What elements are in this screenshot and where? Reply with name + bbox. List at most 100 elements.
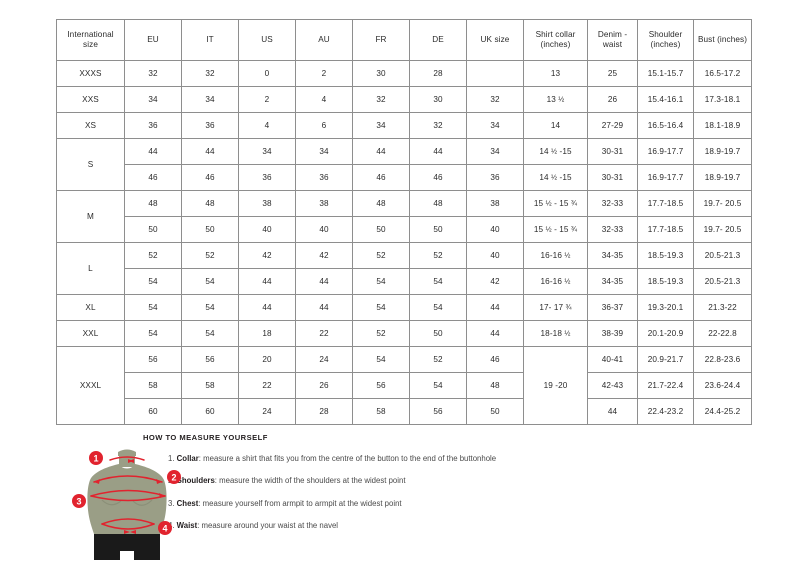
cell-uk-size: 44 [466, 320, 524, 347]
cell-denim-waist: 40-41 [587, 346, 638, 373]
cell-bust: 17.3-18.1 [693, 86, 752, 113]
cell-us: 42 [238, 242, 296, 269]
cell-it: 50 [181, 216, 239, 243]
cell-eu: 34 [124, 86, 182, 113]
cell-eu: 32 [124, 60, 182, 87]
cell-au: 4 [295, 86, 353, 113]
cell-shoulder: 20.1-20.9 [637, 320, 694, 347]
cell-denim-waist: 34-35 [587, 268, 638, 295]
cell-international-size: XXL [56, 320, 125, 347]
table-row: 50 50 40 40 50 50 40 15 ½ - 15 ¾ 32-33 17.7-18.5 1… [57, 216, 752, 243]
cell-shirt-collar: 13 ½ [523, 86, 588, 113]
size-chart-table: International size EU IT US AU FR DE UK … [56, 19, 752, 425]
cell-uk-size: 40 [466, 242, 524, 269]
table-row: 58 58 22 26 56 54 48 42-43 21.7-22.4 23.6-24.4 [57, 372, 752, 399]
cell-us: 18 [238, 320, 296, 347]
cell-eu: 58 [124, 372, 182, 399]
cell-shoulder: 15.4-16.1 [637, 86, 694, 113]
cell-denim-waist: 38-39 [587, 320, 638, 347]
cell-us: 40 [238, 216, 296, 243]
cell-au: 44 [295, 268, 353, 295]
column-header-international-size: International size [56, 19, 125, 61]
header-line: International [67, 30, 114, 40]
table-row: XXS 34 34 2 4 32 30 32 13 ½ 26 15.4-16.1 17.3-18.1 [56, 86, 752, 113]
cell-us: 38 [238, 190, 296, 217]
cell-shirt-collar: 15 ½ - 15 ¾ [523, 216, 588, 243]
cell-fr: 50 [352, 216, 410, 243]
cell-de: 30 [409, 86, 467, 113]
figure-badge-3: 3 [72, 494, 86, 508]
cell-denim-waist: 26 [587, 86, 638, 113]
cell-au: 38 [295, 190, 353, 217]
cell-eu: 48 [124, 190, 182, 217]
cell-fr: 54 [352, 294, 410, 321]
cell-eu: 36 [124, 112, 182, 139]
table-row: XXL 54 54 18 22 52 50 44 18-18 ½ 38-39 20.1-20.9 22… [56, 320, 752, 347]
measure-instruction-item: 2. Shoulders: measure the width of the s… [168, 477, 688, 485]
cell-fr: 54 [352, 346, 410, 373]
header-line: waist [602, 40, 623, 49]
column-header-au: AU [295, 19, 353, 61]
measure-instruction-item: 3. Chest: measure yourself from armpit t… [168, 498, 688, 508]
cell-bust: 18.9-19.7 [693, 138, 752, 165]
how-to-measure-title: HOW TO MEASURE YOURSELF [143, 433, 268, 442]
column-header-fr: FR [352, 19, 410, 61]
cell-bust: 23.6-24.4 [693, 372, 752, 399]
svg-text:2: 2 [171, 473, 176, 483]
header-line: Shoulder [648, 30, 683, 40]
measure-item-text: : measure the width of the shoulders at … [214, 476, 406, 486]
cell-shoulder: 15.1-15.7 [637, 60, 694, 87]
cell-bust: 22-22.8 [693, 320, 752, 347]
column-header-it: IT [181, 19, 239, 61]
cell-it: 54 [181, 320, 239, 347]
cell-denim-waist: 27-29 [587, 112, 638, 139]
cell-bust: 18.1-18.9 [693, 112, 752, 139]
cell-denim-waist: 36-37 [587, 294, 638, 321]
cell-fr: 52 [352, 242, 410, 269]
table-row: XXXS 32 32 0 2 30 28 13 25 15.1-15.7 16.5-17.2 [56, 60, 752, 87]
cell-au: 28 [295, 398, 353, 425]
cell-eu: 56 [124, 346, 182, 373]
cell-au: 22 [295, 320, 353, 347]
measure-item-label: Collar [176, 454, 199, 463]
cell-uk-size: 34 [466, 112, 524, 139]
cell-denim-waist: 44 [587, 398, 638, 425]
column-header-shoulder: Shoulder (inches) [637, 19, 694, 61]
cell-fr: 48 [352, 190, 410, 217]
cell-de: 56 [409, 398, 467, 425]
cell-fr: 30 [352, 60, 410, 87]
torso-body-shape [87, 449, 167, 560]
cell-de: 32 [409, 112, 467, 139]
measure-item-number: 1. [168, 454, 177, 463]
cell-denim-waist: 34-35 [587, 242, 638, 269]
cell-de: 50 [409, 320, 467, 347]
measure-item-label: Chest [176, 498, 199, 508]
cell-fr: 52 [352, 320, 410, 347]
measure-item-number: 3. [168, 498, 177, 508]
cell-de: 44 [409, 138, 467, 165]
cell-au: 44 [295, 294, 353, 321]
table-row: XS 36 36 4 6 34 32 34 14 27-29 16.5-16.4 18.1-18.9 [56, 112, 752, 139]
cell-shirt-collar: 14 ½ -15 [523, 138, 588, 165]
cell-uk-size: 44 [466, 294, 524, 321]
column-header-bust: Bust (inches) [693, 19, 752, 61]
cell-de: 50 [409, 216, 467, 243]
cell-international-size: XXXL [56, 346, 125, 425]
column-header-eu: EU [124, 19, 182, 61]
cell-denim-waist: 32-33 [587, 216, 638, 243]
cell-shoulder: 16.5-16.4 [637, 112, 694, 139]
cell-eu: 52 [124, 242, 182, 269]
cell-us: 44 [238, 294, 296, 321]
measurement-arrows [90, 456, 166, 534]
measure-item-label: Shoulders [176, 476, 215, 486]
cell-de: 54 [409, 294, 467, 321]
cell-de: 52 [409, 242, 467, 269]
cell-de: 48 [409, 190, 467, 217]
header-line: size [83, 40, 98, 49]
cell-shirt-collar: 13 [523, 60, 588, 87]
cell-shirt-collar: 17- 17 ¾ [523, 294, 588, 321]
table-row: XXXL 56 56 20 24 54 52 46 19 -20 40-41 20.9-21.7 22… [56, 346, 752, 425]
cell-fr: 32 [352, 86, 410, 113]
cell-au: 42 [295, 242, 353, 269]
cell-international-size: XXS [56, 86, 125, 113]
